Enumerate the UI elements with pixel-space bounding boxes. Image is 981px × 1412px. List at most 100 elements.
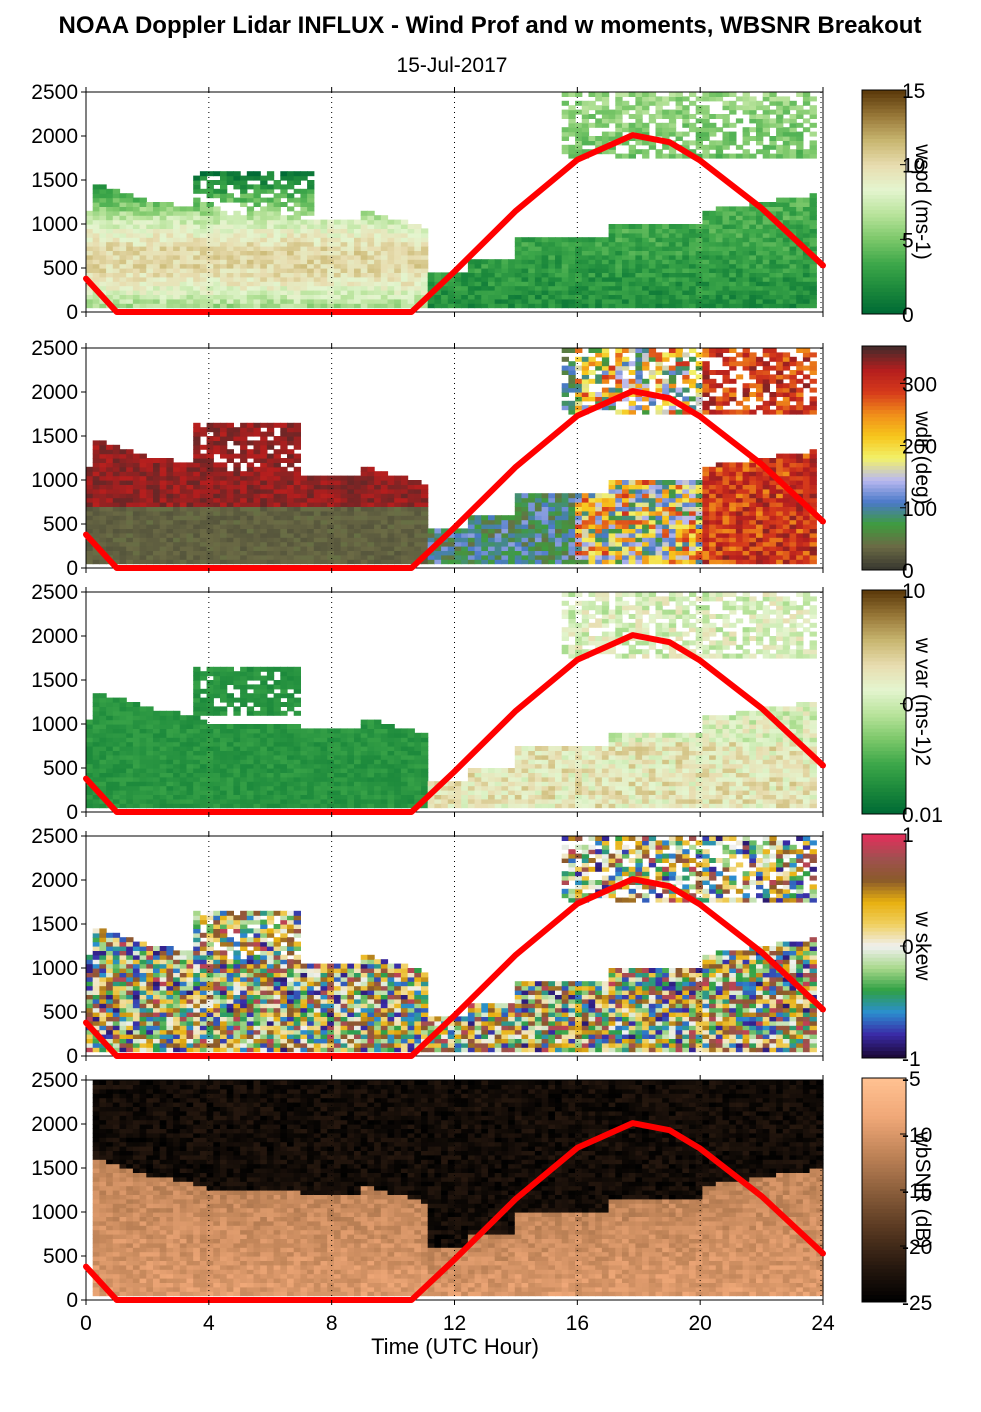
heatmap-cell — [193, 488, 201, 494]
heatmap-cell — [206, 298, 214, 304]
heatmap-cell — [722, 232, 730, 238]
heatmap-cell — [635, 484, 643, 490]
heatmap-cell — [709, 303, 717, 309]
heatmap-cell — [354, 303, 362, 309]
heatmap-cell — [240, 559, 248, 565]
heatmap-cell — [789, 241, 797, 247]
heatmap-cell — [722, 396, 730, 402]
heatmap-cell — [635, 127, 643, 133]
heatmap-cell — [340, 528, 348, 534]
heatmap-cell — [394, 475, 402, 481]
heatmap-cell — [548, 528, 556, 534]
heatmap-cell — [112, 290, 121, 295]
heatmap-cell — [447, 281, 456, 287]
heatmap-cell — [166, 228, 174, 234]
heatmap-cell — [266, 471, 275, 477]
heatmap-cell — [394, 541, 402, 547]
heatmap-cell — [655, 554, 663, 560]
heatmap-cell — [514, 250, 523, 256]
heatmap-cell — [635, 352, 643, 358]
heatmap-cell — [119, 290, 127, 295]
heatmap-cell — [193, 285, 201, 291]
heatmap-cell — [675, 515, 683, 521]
heatmap-cell — [581, 537, 590, 543]
heatmap-cell — [132, 515, 141, 521]
y-tick-label: 500 — [43, 257, 78, 280]
colorbar-segment — [862, 246, 906, 252]
heatmap-cell — [668, 370, 677, 375]
heatmap-cell — [601, 387, 610, 393]
heatmap-cell — [749, 100, 757, 106]
heatmap-cell — [146, 493, 154, 499]
heatmap-cell — [159, 281, 167, 287]
heatmap-cell — [240, 471, 248, 477]
heatmap-cell — [715, 263, 724, 269]
heatmap-cell — [729, 228, 737, 234]
heatmap-cell — [467, 532, 476, 538]
heatmap-cell — [153, 241, 161, 247]
heatmap-cell — [796, 246, 804, 251]
heatmap-cell — [266, 422, 275, 428]
heatmap-cell — [635, 532, 643, 538]
heatmap-cell — [441, 528, 449, 534]
heatmap-cell — [347, 276, 355, 282]
heatmap-cell — [648, 537, 657, 543]
heatmap-cell — [655, 383, 663, 389]
heatmap-cell — [668, 387, 677, 393]
heatmap-cell — [595, 497, 603, 503]
colorbar-segment — [862, 157, 906, 162]
heatmap-cell — [776, 127, 784, 133]
heatmap-cell — [153, 524, 161, 529]
heatmap-cell — [809, 290, 817, 295]
heatmap-cell — [581, 387, 590, 393]
heatmap-cell — [340, 475, 348, 481]
heatmap-cell — [260, 188, 268, 194]
heatmap-cell — [354, 228, 362, 234]
heatmap-cell — [615, 356, 623, 362]
heatmap-cell — [729, 268, 737, 273]
heatmap-cell — [555, 546, 563, 551]
heatmap-cell — [715, 550, 724, 556]
heatmap-cell — [380, 246, 389, 251]
heatmap-cell — [280, 285, 288, 291]
heatmap-cell — [588, 298, 596, 304]
heatmap-cell — [340, 488, 348, 494]
heatmap-cell — [655, 387, 663, 393]
heatmap-cell — [561, 136, 569, 141]
heatmap-cell — [327, 519, 335, 525]
heatmap-cell — [266, 559, 275, 565]
heatmap-cell — [199, 276, 208, 282]
heatmap-cell — [327, 290, 335, 295]
heatmap-cell — [300, 175, 308, 181]
heatmap-cell — [173, 294, 181, 300]
heatmap-cell — [749, 263, 757, 269]
heatmap-cell — [528, 294, 536, 300]
heatmap-cell — [648, 515, 657, 521]
heatmap-cell — [213, 268, 221, 273]
heatmap-cell — [287, 431, 295, 437]
heatmap-cell — [186, 515, 194, 521]
heatmap-cell — [534, 559, 543, 565]
heatmap-cell — [86, 506, 94, 512]
heatmap-cell — [742, 259, 750, 265]
heatmap-cell — [226, 175, 234, 181]
heatmap-cell — [648, 259, 657, 265]
heatmap-cell — [226, 422, 234, 428]
heatmap-cell — [642, 506, 650, 512]
heatmap-cell — [186, 285, 194, 291]
heatmap-cell — [226, 268, 234, 273]
heatmap-cell — [280, 263, 288, 269]
heatmap-cell — [534, 537, 543, 543]
heatmap-cell — [635, 405, 643, 411]
heatmap-cell — [367, 519, 375, 525]
heatmap-cell — [126, 484, 134, 490]
heatmap-cell — [360, 250, 368, 256]
heatmap-cell — [374, 532, 382, 538]
heatmap-cell — [601, 532, 610, 538]
colorbar-segment — [862, 116, 906, 121]
heatmap-cell — [601, 241, 610, 247]
heatmap-cell — [561, 550, 569, 556]
heatmap-cell — [266, 431, 275, 437]
heatmap-cell — [186, 488, 194, 494]
